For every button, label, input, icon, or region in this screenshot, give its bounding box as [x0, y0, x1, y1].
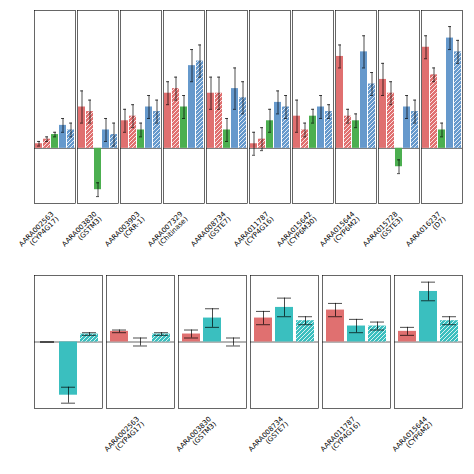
svg-text:AARA002563(CYP4G17): AARA002563(CYP4G17)	[103, 415, 146, 458]
svg-text:AARA015644(CYP6M2): AARA015644(CYP6M2)	[391, 415, 434, 458]
svg-text:AARA002563(CYP4G17): AARA002563(CYP4G17)	[17, 210, 60, 253]
svg-text:AARA003903(CRR-1): AARA003903(CRR-1)	[103, 210, 146, 253]
svg-text:AARA011787(CYP4G16): AARA011787(CYP4G16)	[232, 210, 275, 253]
svg-text:AARA008734(GSTE7): AARA008734(GSTE7)	[189, 210, 232, 253]
svg-text:AARA008734(GSTE7): AARA008734(GSTE7)	[247, 415, 290, 458]
svg-text:AARA015642(CYP6M30): AARA015642(CYP6M30)	[275, 210, 318, 253]
svg-text:AARA003830(GSTM3): AARA003830(GSTM3)	[175, 415, 218, 458]
svg-text:AARA015644(CYP6M2): AARA015644(CYP6M2)	[318, 210, 361, 253]
svg-text:AARA015728(GSTE3): AARA015728(GSTE3)	[361, 210, 404, 253]
svg-text:AARA007329(Chitinase): AARA007329(Chitinase)	[146, 210, 189, 253]
svg-text:AARA011787(CYP4G16): AARA011787(CYP4G16)	[319, 415, 362, 458]
svg-text:AARA016237(D7): AARA016237(D7)	[404, 210, 447, 253]
svg-text:AARA003830(GSTM3): AARA003830(GSTM3)	[60, 210, 103, 253]
